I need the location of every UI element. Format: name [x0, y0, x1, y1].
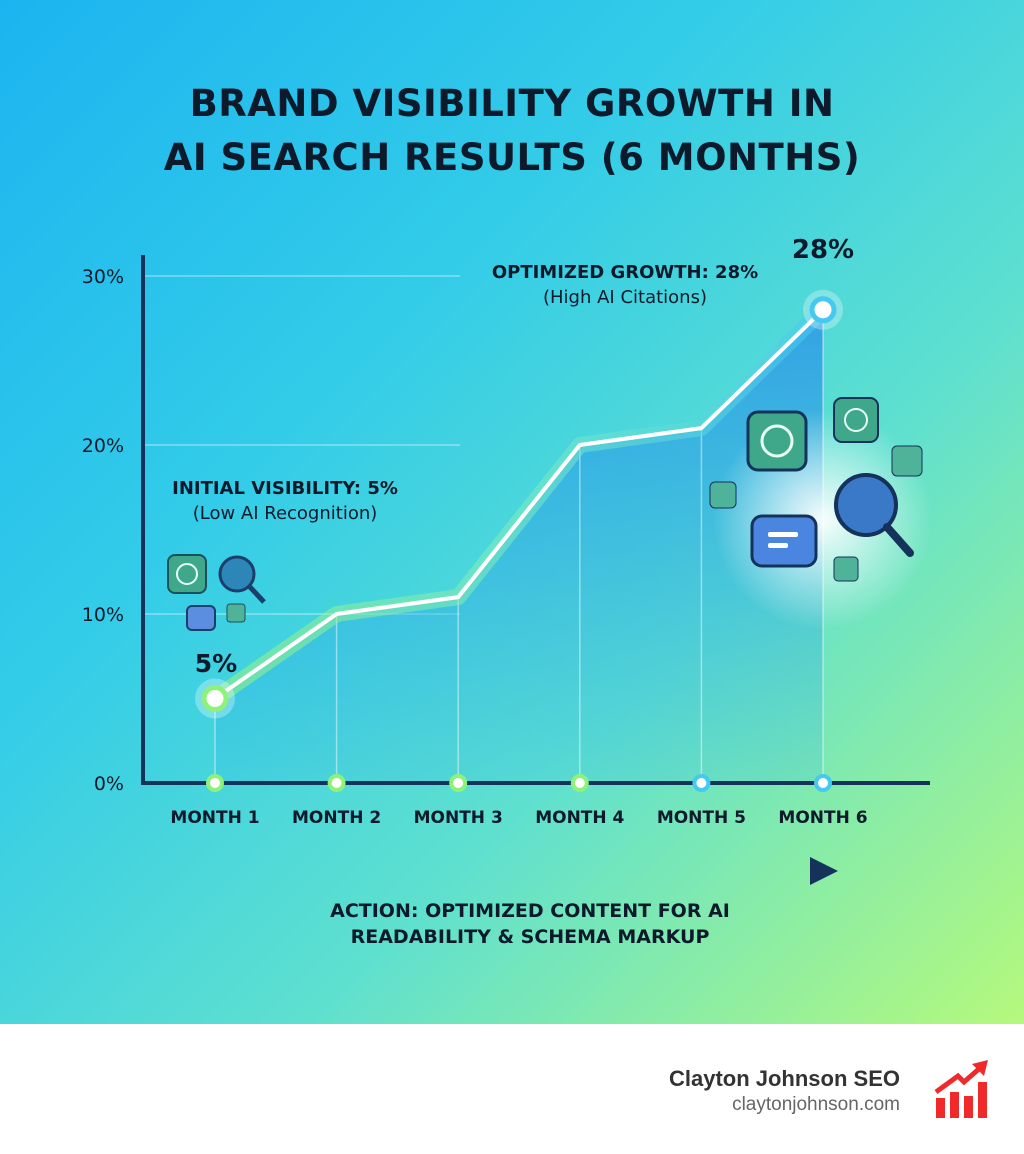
series-line — [213, 308, 825, 701]
growth-chart-logo-icon — [934, 1060, 988, 1118]
data-label-end: 28% — [792, 235, 854, 265]
line-chart: 0% 10% 20% 30% MONTH 1 MONTH 2 MONTH 3 MONTH 4 M… — [82, 235, 933, 885]
data-point — [809, 296, 837, 324]
action-caption-line-2: READABILITY & SCHEMA MARKUP — [350, 926, 710, 948]
annotation-initial-sub: (Low AI Recognition) — [192, 503, 378, 524]
x-tick-label: MONTH 3 — [414, 808, 503, 828]
annotation-initial: INITIAL VISIBILITY: 5% (Low AI Recogniti… — [140, 476, 430, 526]
chat-bubble-icon — [186, 605, 216, 631]
chatgpt-icon — [167, 554, 207, 594]
chatgpt-icon — [226, 603, 246, 623]
action-caption: ACTION: OPTIMIZED CONTENT FOR AI READABI… — [250, 898, 810, 950]
x-axis-marker — [814, 774, 832, 792]
footer: Clayton Johnson SEO claytonjohnson.com — [0, 1024, 1024, 1154]
x-axis-marker — [449, 774, 468, 792]
chatgpt-icon — [833, 397, 879, 443]
y-tick-label: 10% — [82, 604, 124, 626]
x-axis-marker — [327, 774, 346, 792]
brain-search-icon — [834, 473, 898, 537]
x-axis-marker — [570, 774, 589, 792]
y-tick-label: 30% — [82, 266, 124, 288]
x-tick-label: MONTH 4 — [535, 808, 624, 828]
x-axis-marker — [692, 774, 711, 792]
annotation-optimized-sub: (High AI Citations) — [543, 287, 707, 308]
y-tick-label: 20% — [82, 435, 124, 457]
chatgpt-icon — [891, 445, 923, 477]
chart-canvas: BRAND VISIBILITY GROWTH IN AI SEARCH RES… — [0, 0, 1024, 1024]
glow-effect — [713, 410, 933, 630]
action-arrow-head — [810, 857, 838, 885]
x-tick-label: MONTH 2 — [292, 808, 381, 828]
chat-bubble-icon — [750, 514, 818, 568]
chatgpt-icon — [709, 481, 737, 509]
brand-block: Clayton Johnson SEO claytonjohnson.com — [669, 1066, 900, 1116]
chart-title-line-2: AI SEARCH RESULTS (6 MONTHS) — [163, 136, 861, 179]
annotation-optimized-title: OPTIMIZED GROWTH: 28% — [491, 262, 759, 283]
chatgpt-icon — [746, 410, 808, 472]
chart-title-line-1: BRAND VISIBILITY GROWTH IN — [189, 82, 835, 125]
x-tick-label: MONTH 6 — [778, 808, 867, 828]
action-caption-line-1: ACTION: OPTIMIZED CONTENT FOR AI — [330, 900, 730, 922]
brain-search-icon — [218, 555, 256, 593]
x-tick-label: MONTH 1 — [170, 808, 259, 828]
data-point — [201, 685, 229, 712]
ai-icons-cluster-small — [167, 554, 266, 631]
annotation-optimized: OPTIMIZED GROWTH: 28% (High AI Citations… — [455, 260, 795, 310]
area-fill — [215, 309, 823, 783]
x-tick-label: MONTH 5 — [657, 808, 746, 828]
y-tick-label: 0% — [94, 773, 124, 795]
ai-icons-cluster-large — [709, 397, 923, 582]
brand-url: claytonjohnson.com — [732, 1094, 900, 1115]
chatgpt-icon — [833, 556, 859, 582]
brand-name: Clayton Johnson SEO — [668, 1066, 900, 1091]
annotation-initial-title: INITIAL VISIBILITY: 5% — [172, 478, 398, 499]
data-label-start: 5% — [195, 649, 237, 678]
x-axis-marker — [206, 774, 224, 792]
